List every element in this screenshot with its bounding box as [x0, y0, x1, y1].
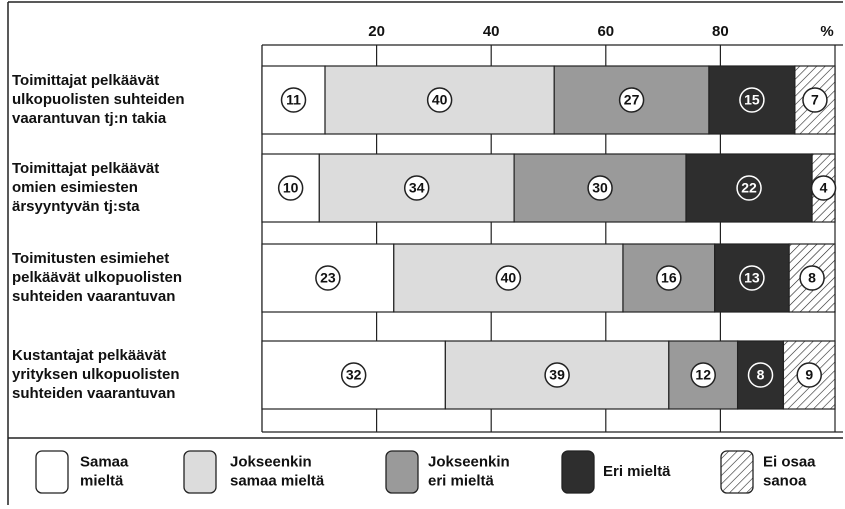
value-label: 15	[744, 92, 760, 108]
value-badge	[799, 265, 825, 291]
value-label: 4	[820, 180, 828, 196]
value-badge	[802, 87, 828, 113]
x-tick-label: 40	[483, 23, 500, 40]
value-badge	[656, 265, 682, 291]
legend-label: Ei osaa sanoa	[763, 453, 820, 489]
value-badge	[426, 87, 453, 113]
value-label: 30	[592, 180, 608, 196]
value-label: 9	[805, 367, 813, 383]
value-label: 40	[501, 270, 517, 286]
value-label: 22	[741, 180, 757, 196]
value-badge	[544, 362, 570, 388]
value-badge	[690, 362, 716, 388]
value-badge	[280, 87, 307, 113]
value-badge	[739, 87, 765, 113]
legend-label: Samaa mieltä	[80, 453, 133, 489]
category-label: Toimittajat pelkäävät ulkopuolisten suht…	[12, 72, 189, 127]
legend-swatch	[561, 450, 595, 494]
value-label: 13	[744, 270, 760, 286]
legend-label: Jokseenkin eri mieltä	[428, 453, 514, 489]
value-badge	[618, 87, 645, 113]
value-label: 11	[286, 92, 301, 108]
value-badge	[810, 175, 837, 201]
value-badge	[277, 175, 304, 201]
legend-label: Eri mieltä	[603, 463, 671, 480]
value-label: 34	[409, 180, 425, 196]
value-badge	[747, 362, 774, 388]
value-label: 39	[549, 367, 565, 383]
value-label: 23	[320, 270, 336, 286]
value-label: 10	[283, 180, 299, 196]
value-badge	[739, 265, 765, 291]
value-badge	[403, 175, 430, 201]
category-label: Kustantajat pelkäävät yrityksen ulkopuol…	[12, 347, 184, 402]
x-tick-label: %	[820, 23, 833, 40]
legend-swatch	[720, 450, 754, 494]
legend-label: Jokseenkin samaa mieltä	[230, 453, 325, 489]
value-badge	[736, 175, 762, 201]
value-badge	[796, 362, 822, 388]
value-label: 7	[811, 92, 819, 108]
value-badge	[340, 362, 367, 388]
x-tick-label: 20	[368, 23, 385, 40]
category-label: Toimitusten esimiehet pelkäävät ulkopuol…	[12, 250, 186, 305]
value-label: 8	[808, 270, 816, 286]
x-tick-label: 60	[597, 23, 614, 40]
value-label: 27	[624, 92, 640, 108]
legend-swatch	[35, 450, 69, 494]
category-label: Toimittajat pelkäävät omien esimiesten ä…	[12, 160, 163, 215]
value-label: 32	[346, 367, 362, 383]
x-tick-label: 80	[712, 23, 729, 40]
value-label: 16	[661, 270, 677, 286]
value-label: 8	[757, 367, 765, 383]
legend-swatch	[183, 450, 217, 494]
value-badge	[315, 265, 341, 291]
legend-swatch	[385, 450, 419, 494]
value-label: 12	[695, 367, 711, 383]
value-badge	[495, 265, 522, 291]
value-badge	[587, 175, 613, 201]
value-label: 40	[432, 92, 448, 108]
